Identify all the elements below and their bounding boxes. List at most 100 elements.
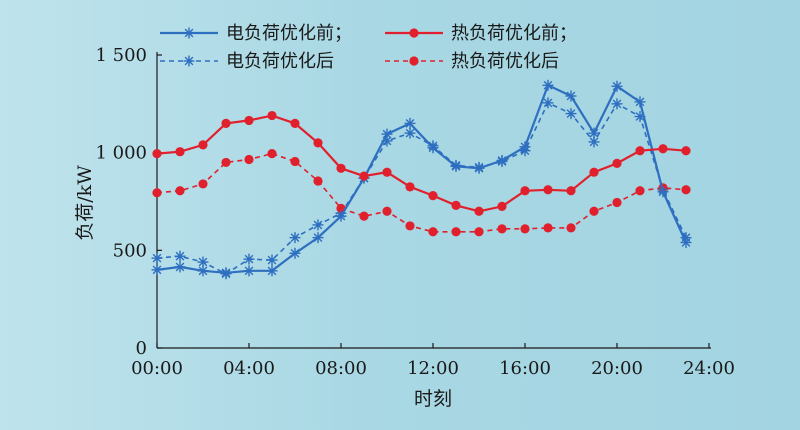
- data-point: [680, 237, 692, 249]
- data-point: [565, 108, 577, 120]
- legend-label: 热负荷优化后: [451, 51, 559, 72]
- data-point: [520, 224, 530, 234]
- data-point: [589, 167, 599, 177]
- legend-label: 电负荷优化后: [226, 51, 334, 72]
- x-axis-title: 时刻: [414, 388, 452, 410]
- data-point: [243, 265, 255, 277]
- data-point: [451, 227, 461, 237]
- data-point: [220, 267, 232, 279]
- y-tick-label: 1 000: [95, 143, 147, 164]
- data-point: [497, 224, 507, 234]
- data-point: [313, 176, 323, 186]
- data-point: [409, 56, 419, 66]
- data-point: [221, 157, 231, 168]
- data-point: [635, 186, 645, 196]
- data-point: [290, 118, 300, 128]
- data-point: [542, 97, 554, 109]
- data-point: [566, 186, 576, 196]
- data-point: [198, 179, 208, 189]
- data-point: [427, 142, 439, 154]
- series-line: [156, 101, 687, 275]
- data-point: [312, 219, 324, 231]
- data-point: [197, 265, 209, 277]
- legend-label: 热负荷优化前；: [451, 23, 577, 44]
- data-point: [635, 146, 645, 156]
- data-point: [267, 110, 277, 121]
- data-point: [382, 167, 392, 177]
- x-tick-label: 00:00: [131, 358, 183, 379]
- data-point: [244, 115, 254, 126]
- data-point: [681, 185, 691, 195]
- data-point: [681, 146, 691, 156]
- axes: 00:00 04:00 08:00 12:00 16:00 20:00 24:00 0 500 1…: [95, 45, 734, 379]
- x-tick-label: 20:00: [591, 358, 643, 379]
- y-tick-label: 0: [136, 338, 147, 359]
- data-point: [198, 140, 208, 150]
- data-point: [174, 261, 186, 273]
- y-tick-label: 1 500: [95, 45, 147, 66]
- x-tick-label: 16:00: [499, 358, 551, 379]
- data-point: [565, 90, 577, 102]
- data-point: [359, 211, 369, 221]
- data-point: [152, 188, 162, 198]
- legend-item-3: 热负荷优化后: [385, 51, 559, 72]
- data-point: [497, 201, 507, 211]
- data-point: [197, 256, 209, 268]
- data-point: [543, 185, 553, 195]
- data-point: [221, 118, 231, 128]
- legend-item-0: 电负荷优化前；: [160, 23, 352, 44]
- data-point: [428, 191, 438, 201]
- data-point: [405, 221, 415, 231]
- data-point: [336, 163, 346, 173]
- data-point: [589, 206, 599, 216]
- data-point: [381, 128, 393, 140]
- data-point: [450, 160, 462, 172]
- data-point: [175, 147, 185, 157]
- series-2: [151, 97, 692, 280]
- data-point: [151, 252, 163, 264]
- data-point: [473, 162, 485, 174]
- x-tick-label: 24:00: [683, 358, 735, 379]
- y-axis-title: 负荷/kW: [74, 165, 96, 241]
- data-point: [588, 127, 600, 139]
- data-point: [657, 186, 669, 198]
- data-point: [405, 182, 415, 192]
- data-point: [289, 247, 301, 259]
- data-point: [266, 254, 278, 266]
- data-point: [243, 253, 255, 265]
- data-point: [267, 149, 277, 159]
- data-point: [658, 144, 668, 154]
- data-point: [451, 200, 461, 211]
- series-line: [156, 114, 687, 213]
- series-layer: [151, 79, 692, 280]
- data-point: [313, 138, 323, 148]
- data-point: [542, 79, 554, 91]
- legend: 电负荷优化前； 热负荷优化前； 电负荷优化后 热负荷优化后: [160, 23, 577, 72]
- x-tick-label: 04:00: [223, 358, 275, 379]
- data-point: [382, 206, 392, 216]
- data-point: [183, 55, 195, 67]
- legend-item-1: 热负荷优化前；: [385, 23, 577, 44]
- data-point: [634, 96, 646, 108]
- legend-label: 电负荷优化前；: [226, 23, 352, 44]
- data-point: [612, 197, 622, 208]
- series-3: [152, 149, 691, 237]
- data-point: [612, 158, 622, 169]
- data-point: [335, 210, 347, 222]
- data-point: [266, 265, 278, 277]
- data-point: [474, 227, 484, 237]
- data-point: [611, 98, 623, 110]
- data-point: [566, 223, 576, 233]
- y-tick-label: 500: [113, 240, 147, 261]
- data-point: [151, 264, 163, 276]
- x-tick-label: 08:00: [315, 358, 367, 379]
- x-tick-label: 12:00: [407, 358, 459, 379]
- data-point: [519, 141, 531, 153]
- data-point: [244, 154, 254, 165]
- data-point: [289, 232, 301, 244]
- data-point: [474, 206, 484, 216]
- data-point: [404, 117, 416, 129]
- data-point: [611, 80, 623, 92]
- data-point: [183, 27, 195, 39]
